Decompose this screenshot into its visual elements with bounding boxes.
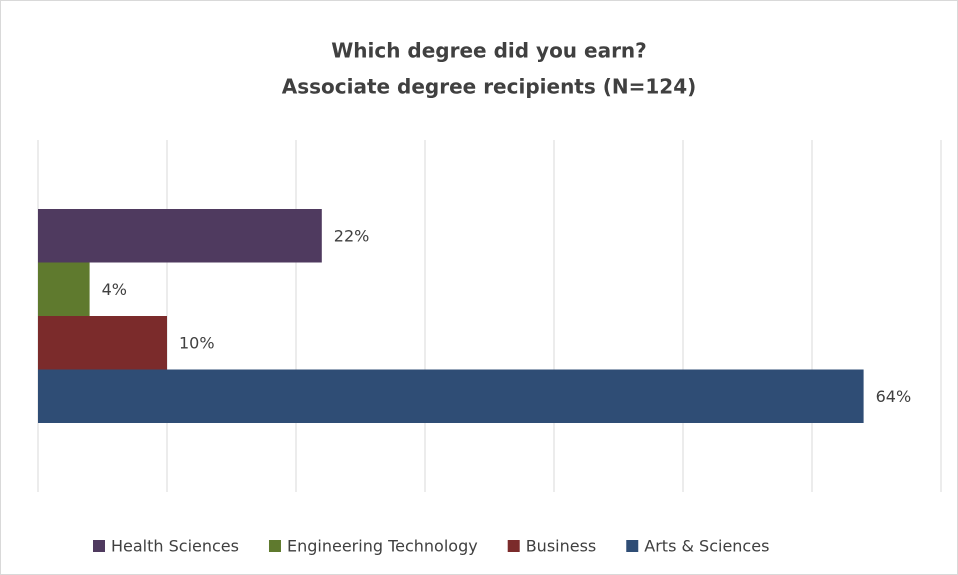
bar bbox=[38, 369, 864, 423]
bar bbox=[38, 209, 322, 263]
legend-label: Engineering Technology bbox=[287, 537, 478, 556]
bar bbox=[38, 262, 90, 316]
legend-swatch bbox=[93, 540, 105, 552]
legend-swatch bbox=[268, 540, 281, 552]
chart-title: Which degree did you earn? bbox=[331, 39, 647, 63]
legend-label: Business bbox=[526, 537, 597, 556]
legend-swatch bbox=[507, 540, 520, 552]
chart-subtitle: Associate degree recipients (N=124) bbox=[282, 75, 697, 99]
data-label: 4% bbox=[102, 280, 127, 299]
legend-swatch bbox=[626, 540, 639, 552]
legend-label: Arts & Sciences bbox=[644, 537, 769, 556]
data-label: 22% bbox=[334, 226, 370, 245]
bar bbox=[38, 316, 167, 370]
data-label: 10% bbox=[179, 333, 215, 352]
legend-label: Health Sciences bbox=[111, 537, 239, 556]
data-label: 64% bbox=[876, 387, 912, 406]
